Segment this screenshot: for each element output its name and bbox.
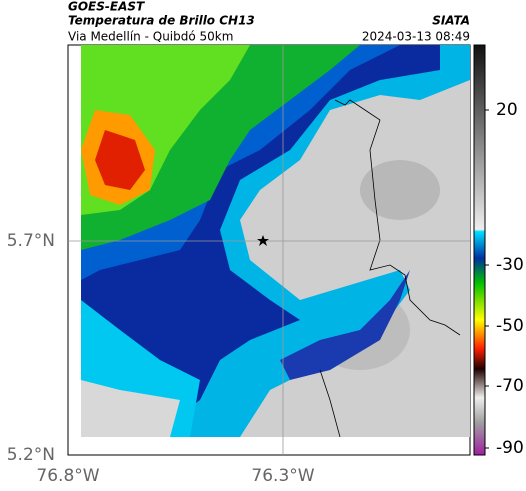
imagery [81, 45, 470, 437]
lon-label: 76.3°W [251, 466, 314, 486]
subtitle: Via Medellín - Quibdó 50km [68, 30, 233, 44]
border-line [319, 99, 461, 438]
colorbar-tick-label: 20 [496, 100, 518, 120]
product-title: Temperatura de Brillo CH13 [68, 14, 255, 28]
colorbar-tick-label: -90 [496, 438, 524, 458]
colorbar [473, 44, 486, 456]
colorbar-ticks: 20 -30 -50 -70 -90 [485, 100, 524, 458]
agency: SIATA [432, 14, 470, 28]
satellite-title: GOES-EAST [68, 0, 145, 14]
location-marker [257, 235, 269, 246]
colorbar-tick-label: -70 [496, 376, 524, 396]
lon-label: 76.8°W [36, 466, 99, 486]
colorbar-tick-label: -50 [496, 316, 524, 336]
lat-label: 5.2°N [7, 445, 55, 465]
timestamp: 2024-03-13 08:49 [362, 30, 470, 44]
colorbar-tick-label: -30 [496, 255, 524, 275]
lat-label: 5.7°N [7, 231, 55, 251]
